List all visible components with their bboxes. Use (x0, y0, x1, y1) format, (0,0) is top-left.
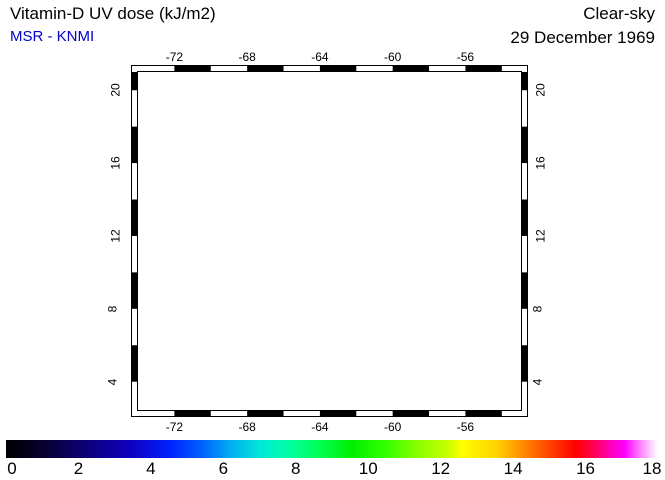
map-plot-area (131, 65, 528, 417)
y-tick-right-4: 4 (530, 378, 545, 386)
y-tick-left-8: 8 (105, 305, 120, 313)
y-tick-right-16: 16 (533, 156, 548, 170)
colorbar-tick-12: 12 (431, 459, 451, 478)
uv-dose-heatmap-field (138, 72, 521, 410)
x-tick-bottom--64: -64 (311, 420, 329, 434)
source-label: MSR - KNMI (10, 28, 95, 45)
colorbar-tick-16: 16 (576, 459, 596, 478)
x-tick-top--60: -60 (383, 50, 402, 64)
x-tick-bottom--56: -56 (456, 420, 475, 434)
x-tick-bottom--60: -60 (383, 420, 402, 434)
x-tick-top--72: -72 (165, 50, 184, 64)
colorbar-tick-10: 10 (358, 459, 378, 478)
sky-condition-label: Clear-sky (583, 4, 655, 23)
y-tick-right-20: 20 (533, 83, 548, 97)
y-tick-left-20: 20 (108, 83, 123, 97)
y-tick-right-8: 8 (530, 305, 545, 313)
x-tick-bottom--68: -68 (238, 420, 256, 434)
colorbar-tick-labels: 0 2 4 6 8 10 12 14 16 18 (6, 459, 661, 479)
colorbar-tick-18: 18 (642, 459, 662, 478)
page-title: Vitamin-D UV dose (kJ/m2) (10, 4, 216, 23)
colorbar-gradient (6, 440, 658, 458)
y-tick-right-12: 12 (533, 229, 548, 243)
colorbar-tick-2: 2 (73, 459, 84, 478)
colorbar-tick-14: 14 (503, 459, 523, 478)
x-tick-top--68: -68 (238, 50, 256, 64)
x-tick-top--64: -64 (311, 50, 329, 64)
colorbar-tick-6: 6 (218, 459, 229, 478)
colorbar-tick-0: 0 (7, 459, 17, 478)
date-label: 29 December 1969 (510, 28, 655, 47)
colorbar-tick-8: 8 (291, 459, 301, 478)
colorbar-tick-4: 4 (146, 459, 156, 478)
x-tick-top--56: -56 (456, 50, 475, 64)
x-tick-bottom--72: -72 (165, 420, 184, 434)
y-tick-left-12: 12 (108, 229, 123, 243)
colorbar (6, 440, 658, 458)
y-tick-left-16: 16 (108, 156, 123, 170)
y-tick-left-4: 4 (105, 378, 120, 386)
